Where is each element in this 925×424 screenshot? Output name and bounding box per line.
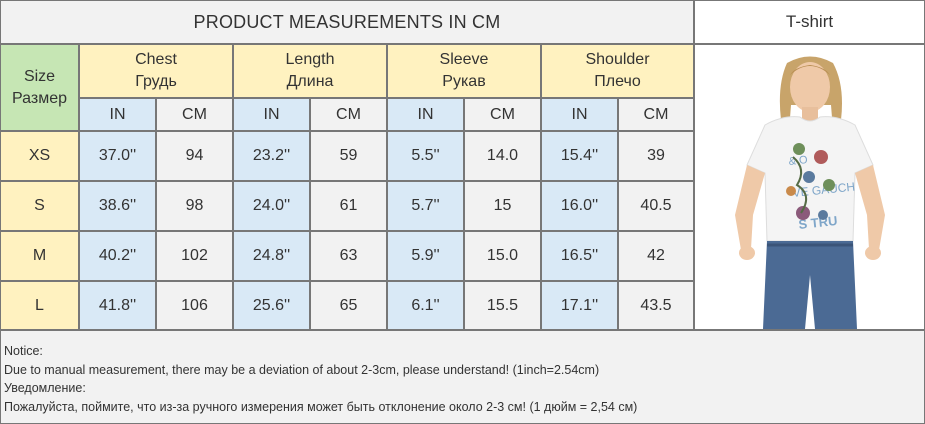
value-cell: 98	[156, 181, 233, 231]
group-ru: Грудь	[135, 73, 177, 90]
unit-header-in: IN	[233, 98, 310, 131]
unit-header-in: IN	[387, 98, 464, 131]
value-cell: 37.0''	[79, 131, 156, 181]
value-cell: 6.1''	[387, 281, 464, 330]
group-header-chest: Chest Грудь	[79, 44, 233, 98]
value-cell: 40.5	[618, 181, 694, 231]
product-label: T-shirt	[694, 0, 925, 44]
group-ru: Плечо	[594, 73, 641, 90]
tshirt-model-illustration: & O VE GAUCH S TRU	[695, 45, 924, 329]
unit-header-cm: CM	[156, 98, 233, 131]
size-cell: M	[0, 231, 79, 281]
value-cell: 25.6''	[233, 281, 310, 330]
notice-title-ru: Уведомление:	[4, 381, 86, 395]
value-cell: 94	[156, 131, 233, 181]
notice-title-en: Notice:	[4, 344, 43, 358]
group-ru: Рукав	[442, 73, 486, 90]
group-ru: Длина	[286, 73, 334, 90]
svg-text:& O: & O	[788, 154, 809, 168]
group-en: Sleeve	[439, 51, 489, 68]
table-title: PRODUCT MEASUREMENTS IN CM	[0, 0, 694, 44]
value-cell: 39	[618, 131, 694, 181]
value-cell: 63	[310, 231, 387, 281]
group-header-sleeve: Sleeve Рукав	[387, 44, 541, 98]
value-cell: 15.4''	[541, 131, 618, 181]
value-cell: 41.8''	[79, 281, 156, 330]
value-cell: 102	[156, 231, 233, 281]
unit-header-cm: CM	[310, 98, 387, 131]
size-cell: S	[0, 181, 79, 231]
value-cell: 24.8''	[233, 231, 310, 281]
value-cell: 5.9''	[387, 231, 464, 281]
notice-text-ru: Пожалуйста, поймите, что из-за ручного и…	[4, 399, 638, 414]
value-cell: 5.5''	[387, 131, 464, 181]
group-en: Length	[285, 51, 335, 68]
group-header-shoulder: Shoulder Плечо	[541, 44, 694, 98]
value-cell: 43.5	[618, 281, 694, 330]
value-cell: 38.6''	[79, 181, 156, 231]
svg-text:VE GAUCH: VE GAUCH	[792, 180, 856, 200]
value-cell: 5.7''	[387, 181, 464, 231]
unit-header-cm: CM	[464, 98, 541, 131]
value-cell: 23.2''	[233, 131, 310, 181]
size-header-ru: Размер	[12, 89, 67, 107]
size-cell: L	[0, 281, 79, 330]
value-cell: 65	[310, 281, 387, 330]
value-cell: 24.0''	[233, 181, 310, 231]
group-en: Shoulder	[585, 51, 650, 68]
group-header-length: Length Длина	[233, 44, 387, 98]
value-cell: 16.0''	[541, 181, 618, 231]
value-cell: 40.2''	[79, 231, 156, 281]
value-cell: 42	[618, 231, 694, 281]
unit-header-cm: CM	[618, 98, 694, 131]
unit-header-in: IN	[541, 98, 618, 131]
value-cell: 15.0	[464, 231, 541, 281]
size-header: Size Размер	[0, 44, 79, 131]
unit-header-in: IN	[79, 98, 156, 131]
value-cell: 17.1''	[541, 281, 618, 330]
notice-text-en: Due to manual measurement, there may be …	[4, 362, 600, 377]
value-cell: 106	[156, 281, 233, 330]
value-cell: 15	[464, 181, 541, 231]
value-cell: 15.5	[464, 281, 541, 330]
size-cell: XS	[0, 131, 79, 181]
value-cell: 16.5''	[541, 231, 618, 281]
value-cell: 14.0	[464, 131, 541, 181]
group-en: Chest	[135, 51, 177, 68]
notes-section: Notice: Due to manual measurement, there…	[0, 330, 925, 424]
value-cell: 61	[310, 181, 387, 231]
value-cell: 59	[310, 131, 387, 181]
size-header-en: Size	[23, 67, 56, 85]
model-photo: & O VE GAUCH S TRU	[694, 44, 925, 330]
